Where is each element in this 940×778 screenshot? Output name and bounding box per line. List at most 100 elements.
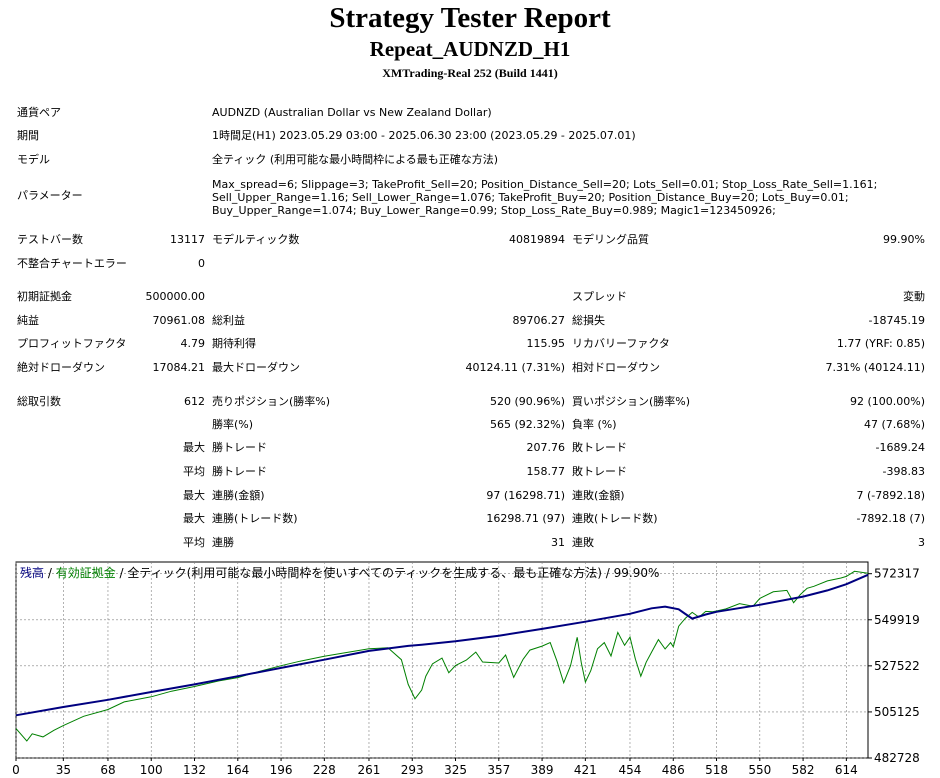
x-tick-label: 389 <box>531 763 554 777</box>
bars-label: テストバー数 <box>17 233 83 246</box>
x-tick-label: 132 <box>183 763 206 777</box>
expected-label: 期待利得 <box>212 337 256 350</box>
win-rate-value: 565 (92.32%) <box>489 418 565 431</box>
x-tick-label: 357 <box>487 763 510 777</box>
model-value: 全ティック (利用可能な最小時間枠による最も正確な方法) <box>212 153 499 166</box>
net-label: 純益 <box>17 314 39 327</box>
gross-profit-value: 89706.27 <box>512 314 566 327</box>
x-tick-label: 68 <box>100 763 115 777</box>
avg-word-1: 平均 <box>183 465 205 478</box>
chart-plot-area <box>15 561 869 759</box>
max-word-1: 最大 <box>183 441 205 454</box>
max-consec-lossamt-label: 連敗(トレード数) <box>572 512 658 525</box>
x-tick-label: 614 <box>835 763 858 777</box>
y-tick-label: 549919 <box>874 613 920 627</box>
short-value: 520 (90.96%) <box>489 395 565 408</box>
report-title: Strategy Tester Report <box>329 2 611 34</box>
abs-dd-label: 絶対ドローダウン <box>17 361 105 374</box>
chart-legend-rest: / 全ティック(利用可能な最小時間枠を使いすべてのティックを生成する、最も正確な… <box>115 566 660 580</box>
max-dd-value: 40124.11 (7.31%) <box>465 361 565 374</box>
x-tick-label: 550 <box>748 763 771 777</box>
net-value: 70961.08 <box>152 314 206 327</box>
balance-series-line <box>15 573 869 717</box>
params-label: パラメーター <box>17 189 83 202</box>
max-dd-label: 最大ドローダウン <box>212 361 300 374</box>
x-tick-label: 164 <box>226 763 249 777</box>
total-trades-value: 612 <box>184 395 205 408</box>
expected-value: 115.95 <box>526 337 566 350</box>
largest-loss-label: 敗トレード <box>572 441 627 454</box>
pf-value: 4.79 <box>180 337 206 350</box>
gross-loss-label: 総損失 <box>572 314 605 327</box>
y-tick-label: 572317 <box>874 567 920 581</box>
x-tick-label: 421 <box>574 763 597 777</box>
avg-loss-value: -398.83 <box>882 465 925 478</box>
x-tick-label: 486 <box>662 763 685 777</box>
avg-consec-loss-label: 連敗 <box>572 536 594 549</box>
gross-loss-value: -18745.19 <box>868 314 925 327</box>
x-tick-label: 228 <box>313 763 336 777</box>
period-value: 1時間足(H1) 2023.05.29 03:00 - 2025.06.30 2… <box>212 129 636 142</box>
period-label: 期間 <box>17 129 39 142</box>
chart-legend-balance: 残高 <box>20 566 45 580</box>
max-consec-profit-label: 連勝(トレード数) <box>212 512 298 525</box>
x-tick-label: 196 <box>270 763 293 777</box>
short-label: 売りポジション(勝率%) <box>212 395 331 408</box>
max-consec-loss-label: 連敗(金額) <box>572 489 625 502</box>
avg-loss-label: 敗トレード <box>572 465 627 478</box>
mismatch-label: 不整合チャートエラー <box>17 257 127 270</box>
max-word-2: 最大 <box>183 489 205 502</box>
x-tick-label: 454 <box>619 763 642 777</box>
long-value: 92 (100.00%) <box>849 395 925 408</box>
gross-profit-label: 総利益 <box>212 314 245 327</box>
long-label: 買いポジション(勝率%) <box>572 395 691 408</box>
mismatch-value: 0 <box>198 257 205 270</box>
largest-win-label: 勝トレード <box>212 441 267 454</box>
avg-win-value: 158.77 <box>526 465 566 478</box>
spread-label: スプレッド <box>572 290 627 303</box>
pf-label: プロフィットファクタ <box>17 337 127 350</box>
quality-value: 99.90% <box>883 233 925 246</box>
avg-consec-win-label: 連勝 <box>212 536 234 549</box>
deposit-value: 500000.00 <box>145 290 206 303</box>
max-consec-lossamt-value: -7892.18 (7) <box>856 512 925 525</box>
max-word-3: 最大 <box>183 512 205 525</box>
x-tick-label: 582 <box>792 763 815 777</box>
max-consec-win-label: 連勝(金額) <box>212 489 265 502</box>
x-tick-label: 518 <box>705 763 728 777</box>
rel-dd-value: 7.31% (40124.11) <box>825 361 925 374</box>
abs-dd-value: 17084.21 <box>152 361 206 374</box>
params-value: Max_spread=6; Slippage=3; TakeProfit_Sel… <box>212 178 878 217</box>
recovery-label: リカバリーファクタ <box>572 337 670 350</box>
avg-word-2: 平均 <box>183 536 205 549</box>
chart-legend-sep: / <box>44 566 56 580</box>
x-tick-label: 261 <box>358 763 381 777</box>
model-label: モデル <box>17 153 50 166</box>
avg-consec-win-value: 31 <box>551 536 565 549</box>
avg-win-label: 勝トレード <box>212 465 267 478</box>
y-tick-label: 527522 <box>874 659 920 673</box>
largest-win-value: 207.76 <box>526 441 566 454</box>
x-tick-label: 0 <box>12 763 20 777</box>
report-subtitle: Repeat_AUDNZD_H1 <box>369 37 571 61</box>
loss-rate-value: 47 (7.68%) <box>863 418 925 431</box>
report-build: XMTrading-Real 252 (Build 1441) <box>382 66 558 80</box>
x-tick-label: 100 <box>140 763 163 777</box>
symbol-value: AUDNZD (Australian Dollar vs New Zealand… <box>212 106 492 119</box>
recovery-value: 1.77 (YRF: 0.85) <box>836 337 925 350</box>
quality-label: モデリング品質 <box>572 233 649 246</box>
bars-value: 13117 <box>170 233 205 246</box>
max-consec-win-value: 97 (16298.71) <box>486 489 565 502</box>
y-tick-label: 505125 <box>874 705 920 719</box>
loss-rate-label: 負率 (%) <box>572 418 617 431</box>
x-tick-label: 325 <box>444 763 467 777</box>
max-consec-profit-value: 16298.71 (97) <box>486 512 565 525</box>
symbol-label: 通貨ペア <box>17 106 61 119</box>
avg-consec-loss-value: 3 <box>918 536 925 549</box>
x-tick-label: 35 <box>56 763 71 777</box>
x-tick-label: 293 <box>401 763 424 777</box>
chart-legend-equity: 有効証拠金 <box>55 566 116 580</box>
chart-title: 残高 / 有効証拠金 / 全ティック(利用可能な最小時間枠を使いすべてのティック… <box>20 564 659 581</box>
max-consec-loss-value: 7 (-7892.18) <box>856 489 925 502</box>
ticks-value: 40819894 <box>509 233 565 246</box>
